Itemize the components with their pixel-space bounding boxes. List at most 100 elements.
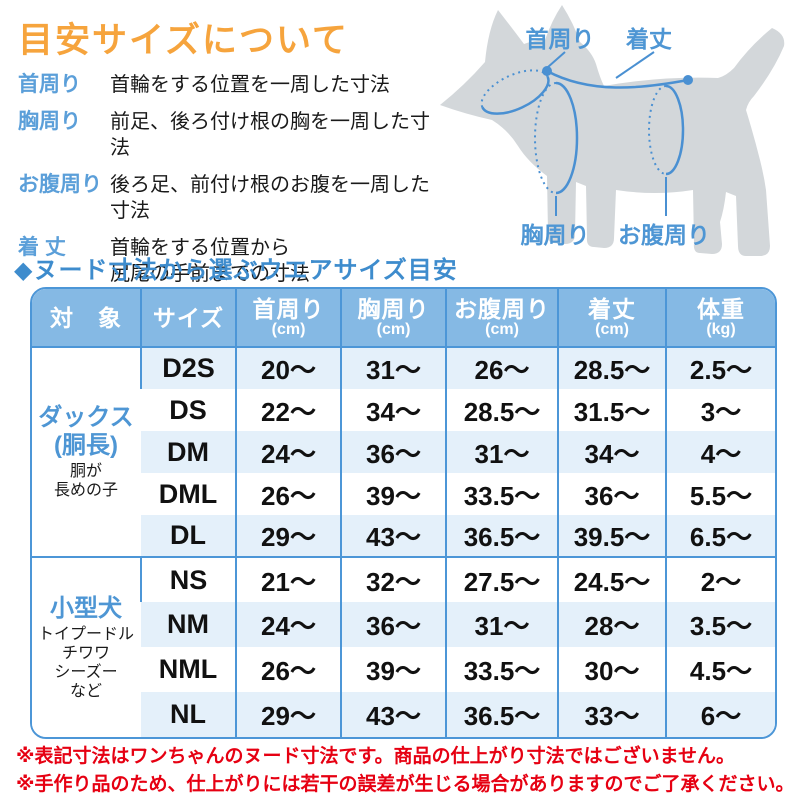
- table-cell: 20～: [235, 347, 341, 389]
- col-header-label: 着丈: [588, 295, 636, 322]
- table-cell: 43～: [340, 692, 446, 737]
- col-header-unit: (cm): [376, 320, 411, 338]
- table-cell: 26～: [235, 647, 341, 692]
- garment-length-label: 着丈: [626, 26, 672, 52]
- neck-girth-label: 首周り: [526, 26, 595, 52]
- col-header-target: 対 象: [32, 289, 141, 348]
- col-header-neck: 首周り (cm): [235, 289, 341, 348]
- definition-term: お腹周り: [18, 173, 102, 196]
- col-header-length: 着丈 (cm): [557, 289, 666, 348]
- group-note: トイプードル チワワ シーズー など: [37, 625, 134, 700]
- neck-label-pointer: [547, 51, 566, 68]
- table-cell: 4.5～: [665, 647, 775, 692]
- group-title: ダックス: [38, 404, 134, 431]
- size-label: NM: [141, 602, 236, 647]
- table-cell: 28.5～: [445, 389, 558, 431]
- belly-girth-label: お腹周り: [618, 222, 710, 248]
- table-cell: 36.5～: [445, 515, 558, 557]
- col-header-label: 体重: [697, 295, 745, 322]
- definition-desc: 前足、後ろ付け根の胸を一周した寸法: [110, 111, 430, 159]
- table-cell: 36～: [557, 473, 666, 515]
- table-cell: 33.5～: [445, 473, 558, 515]
- table-cell: 30～: [557, 647, 666, 692]
- measurement-definitions: 首周り 首輪をする位置を一周した寸法 胸周り 前足、後ろ付け根の胸を一周した寸法…: [18, 72, 448, 298]
- size-label: D2S: [140, 347, 236, 389]
- table-cell: 34～: [557, 431, 666, 473]
- col-header-unit: (cm): [485, 320, 519, 338]
- size-label: DML: [158, 478, 218, 509]
- table-cell: 3.5～: [665, 602, 775, 647]
- table-cell: 6.5～: [665, 515, 775, 557]
- definition-neck: 首周り 首輪をする位置を一周した寸法: [18, 72, 448, 98]
- table-row: NL 29～ 43～ 36.5～ 33～ 6～: [32, 692, 775, 737]
- belly-girth-ellipse: [665, 84, 685, 176]
- col-header-label: サイズ: [152, 304, 225, 331]
- table-cell: 2.5～: [665, 347, 775, 389]
- group-note: 胴が 長めの子: [53, 463, 118, 499]
- length-start-dot: [542, 66, 552, 76]
- length-end-dot: [683, 75, 693, 85]
- table-cell: 31～: [340, 347, 446, 389]
- disclaimer-notes: ※表記寸法はワンちゃんのヌード寸法です。商品の仕上がり寸法ではございません。 ※…: [16, 743, 796, 799]
- section-heading: ◆ヌード寸法から選ぶウエアサイズ目安: [14, 257, 458, 284]
- table-cell: 4～: [665, 431, 775, 473]
- dog-measurement-diagram: 首周り 着丈 胸周り お腹周り: [430, 0, 800, 270]
- table-cell: 36～: [340, 431, 446, 473]
- table-cell: 43～: [340, 515, 446, 557]
- definition-belly: お腹周り 後ろ足、前付け根のお腹を一周した寸法: [18, 172, 448, 224]
- col-header-belly: お腹周り (cm): [445, 289, 558, 348]
- length-label-pointer: [615, 51, 655, 79]
- col-header-label: 対 象: [50, 304, 122, 331]
- back-length-line: [546, 69, 689, 89]
- chest-girth-label: 胸周り: [521, 222, 590, 248]
- size-label: DL: [141, 515, 236, 557]
- dog-silhouette-illustration: 首周り 着丈 胸周り お腹周り: [440, 5, 785, 256]
- table-header-row: 対 象 サイズ 首周り (cm) 胸周り (cm) お腹周り (cm) 着丈 (cm) …: [32, 289, 775, 348]
- table-cell: 24～: [235, 602, 341, 647]
- col-header-label: 首周り: [252, 295, 325, 322]
- table-row: 小型犬 トイプードル チワワ シーズー など NS 21～ 32～ 27.5～ …: [32, 556, 775, 737]
- table-cell: 39～: [340, 647, 446, 692]
- size-label: DS: [169, 394, 207, 425]
- table-cell: 31～: [445, 431, 558, 473]
- dog-body-shape: [440, 5, 785, 256]
- definition-term: 胸周り: [18, 110, 81, 133]
- table-cell: 29～: [235, 692, 341, 737]
- definition-term: 首周り: [18, 73, 81, 96]
- size-label: NML: [158, 654, 218, 684]
- table-cell: 28.5～: [557, 347, 666, 389]
- group-title: 小型犬: [50, 594, 122, 622]
- table-cell: 33～: [557, 692, 666, 737]
- size-label: NL: [141, 692, 236, 737]
- table-cell: 31.5～: [557, 389, 666, 431]
- col-header-chest: 胸周り (cm): [340, 289, 446, 348]
- note-nude-size: ※表記寸法はワンちゃんのヌード寸法です。商品の仕上がり寸法ではございません。: [16, 746, 736, 767]
- table-cell: 24～: [235, 431, 341, 473]
- table-cell: 3～: [665, 389, 775, 431]
- table-cell: 26～: [235, 473, 341, 515]
- neck-girth-ellipse: [480, 69, 550, 115]
- size-label: NS: [140, 556, 236, 602]
- definition-desc: 首輪をする位置を一周した寸法: [110, 74, 390, 96]
- group-subtitle: (胴長): [54, 432, 118, 459]
- chest-girth-ellipse-dotted: [534, 82, 557, 194]
- table-row: DML 26～ 39～ 33.5～ 36～ 5.5～: [32, 473, 775, 515]
- table-row: DM 24～ 36～ 31～ 34～ 4～: [32, 431, 775, 473]
- col-header-size: サイズ: [140, 289, 236, 348]
- table-cell: 5.5～: [665, 473, 775, 515]
- table-cell: 31～: [445, 602, 558, 647]
- table-cell: 34～: [340, 389, 446, 431]
- definition-term: 着 丈: [18, 236, 66, 259]
- group-cell-small-dog: 小型犬 トイプードル チワワ シーズー など: [32, 556, 141, 737]
- definition-length: 着 丈 首輪をする位置から 尻尾の手前までの寸法: [18, 235, 448, 287]
- col-header-unit: (kg): [706, 320, 736, 338]
- table-cell: 32～: [340, 556, 446, 602]
- table-row: NM 24～ 36～ 31～ 28～ 3.5～: [32, 602, 775, 647]
- table-cell: 29～: [235, 515, 341, 557]
- table-row: DS 22～ 34～ 28.5～ 31.5～ 3～: [32, 389, 775, 431]
- table-cell: 39～: [340, 473, 446, 515]
- definition-desc: 後ろ足、前付け根のお腹を一周した寸法: [110, 174, 430, 222]
- table-row: ダックス (胴長) 胴が 長めの子 D2S 20～ 31～ 26～ 28.5～ …: [32, 347, 775, 557]
- belly-girth-ellipse-dotted: [648, 85, 667, 175]
- group-cell-dachshund: ダックス (胴長) 胴が 長めの子: [32, 347, 141, 557]
